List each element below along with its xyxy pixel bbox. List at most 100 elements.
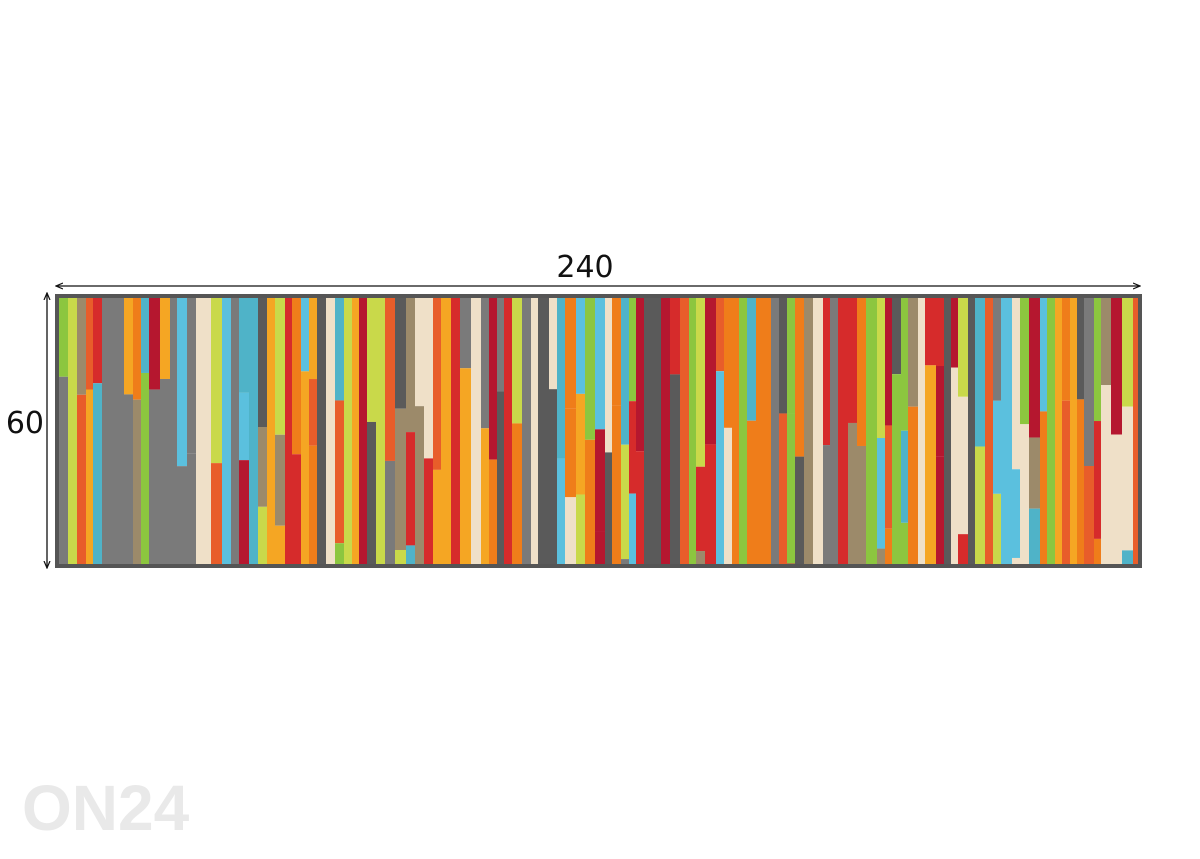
rug-stripe <box>1111 298 1122 435</box>
rug-stripe <box>756 298 764 564</box>
rug-border <box>55 294 1142 568</box>
rug-stripe <box>522 298 531 564</box>
rug-stripe <box>538 298 549 564</box>
rug-stripe <box>301 298 309 372</box>
rug-stripe <box>335 298 344 401</box>
rug-stripe <box>395 298 406 409</box>
rug-stripe <box>367 421 376 564</box>
rug-stripe <box>936 366 944 457</box>
rug-stripe <box>975 446 985 564</box>
rug-stripe <box>160 378 170 564</box>
rug-stripe <box>415 298 424 407</box>
rug-stripe <box>93 298 102 384</box>
rug-stripe <box>565 298 576 409</box>
rug-stripe <box>460 368 471 564</box>
rug-stripe <box>993 298 1001 401</box>
rug-stripe <box>367 298 376 422</box>
rug-stripe <box>830 298 838 564</box>
rug-stripe <box>1094 421 1101 539</box>
rug-stripe <box>557 298 565 459</box>
rug-stripe <box>670 298 680 375</box>
rug-stripe <box>1077 399 1084 564</box>
rug-stripe <box>177 298 187 467</box>
rug-stripe <box>406 545 415 564</box>
rug-stripe <box>258 506 267 564</box>
rug-stripe <box>292 454 301 564</box>
rug-stripe <box>77 394 86 564</box>
rug-stripe <box>317 298 326 564</box>
rug-stripe <box>885 528 892 564</box>
rug-stripe <box>460 298 471 369</box>
rug-stripe <box>1012 469 1020 558</box>
rug-stripe <box>925 298 936 366</box>
rug-stripe <box>1111 434 1122 564</box>
rug-stripe <box>549 298 557 390</box>
rug-stripe <box>958 396 968 535</box>
rug-stripe <box>59 376 68 564</box>
rug-stripe <box>86 389 93 564</box>
rug-stripe <box>124 394 133 564</box>
rug-stripe <box>344 298 352 564</box>
rug-stripe <box>968 298 975 564</box>
rug-stripe <box>433 298 441 470</box>
rug-stripe <box>901 430 908 523</box>
rug-stripe <box>352 298 359 564</box>
rug-stripe <box>747 420 756 564</box>
rug-stripe <box>696 551 705 564</box>
rug-stripe <box>531 298 538 564</box>
rug-stripe <box>113 298 124 564</box>
rug-stripe <box>936 456 944 564</box>
rug-stripe <box>557 458 565 564</box>
rug-stripe <box>787 298 795 414</box>
rug-stripe <box>925 365 936 564</box>
rug-stripe <box>187 453 196 564</box>
rug-stripe <box>823 445 830 564</box>
rug-stripe <box>406 432 415 546</box>
rug-stripe <box>149 298 160 390</box>
rug-stripe <box>133 399 141 564</box>
rug-stripe <box>309 445 317 564</box>
rug-stripe <box>1070 298 1077 564</box>
rug-stripe <box>196 298 204 564</box>
rug-stripe <box>629 493 636 564</box>
rug-stripe <box>1101 298 1111 386</box>
rug-stripe <box>838 298 848 564</box>
rug-stripe <box>576 298 585 394</box>
rug-stripe <box>177 466 187 564</box>
rug-stripe <box>612 298 621 406</box>
rug-stripe <box>595 531 605 564</box>
rug-stripe <box>222 298 231 564</box>
rug-stripe <box>696 466 705 552</box>
rug-stripe <box>795 298 804 457</box>
rug-stripe <box>1012 298 1020 470</box>
rug-stripe <box>653 298 661 564</box>
rug-stripe <box>1062 298 1070 401</box>
rug-stripe <box>68 298 77 564</box>
rug-stripe <box>636 298 644 452</box>
rug-stripe <box>93 383 102 564</box>
rug-stripe <box>848 422 857 564</box>
rug-stripe <box>958 298 968 397</box>
rug-stripe <box>309 298 317 380</box>
rug-stripe <box>204 298 211 564</box>
rug-stripe <box>335 543 344 564</box>
rug-stripe <box>680 298 689 564</box>
rug-stripe <box>885 425 892 529</box>
rug-stripe <box>275 298 285 435</box>
height-label: 60 <box>6 406 44 441</box>
rug-stripe <box>857 445 866 564</box>
rug-stripe <box>705 444 716 564</box>
rug-stripe <box>160 298 170 379</box>
rug-stripe <box>595 429 605 532</box>
rug-stripe <box>1040 411 1047 564</box>
rug-stripe <box>1020 298 1029 425</box>
rug-stripe <box>877 438 885 549</box>
rug-stripe <box>605 452 612 564</box>
rug-stripe <box>565 408 576 498</box>
rug-stripe <box>1062 400 1070 564</box>
rug-stripe <box>764 298 771 564</box>
rug-stripe <box>779 298 787 414</box>
rug-stripe <box>1012 557 1020 564</box>
